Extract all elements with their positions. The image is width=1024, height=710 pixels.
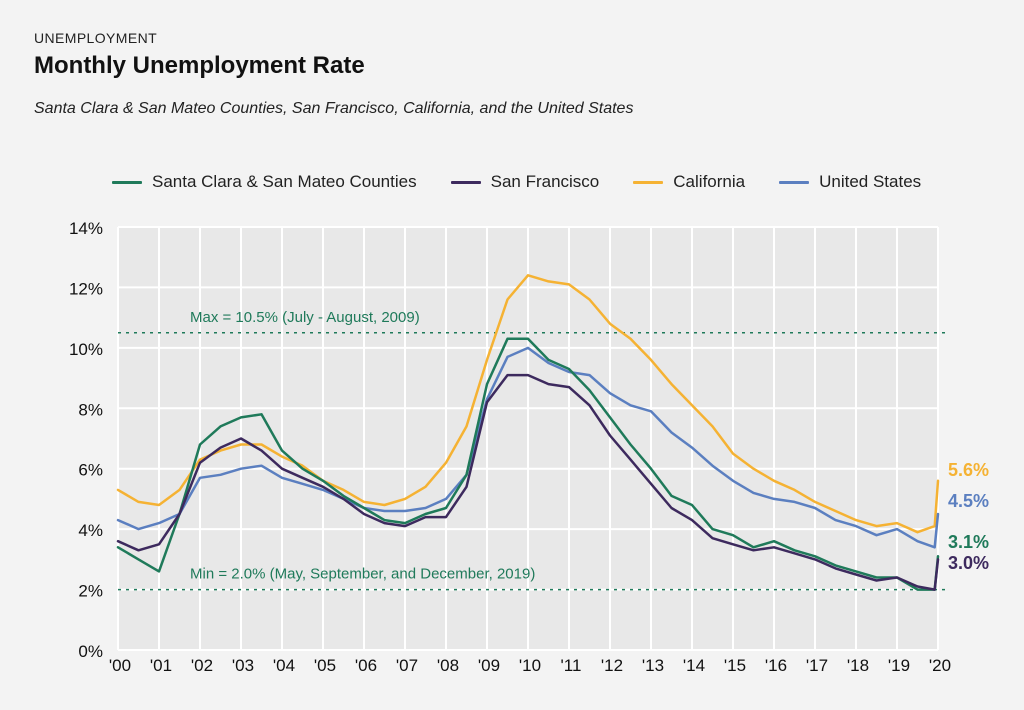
series-line-united-states [116,346,940,549]
legend-label: United States [819,172,922,191]
legend-swatch [112,180,142,184]
x-tick-label: '02 [191,656,213,675]
x-tick-label: '05 [314,656,336,675]
legend-label: Santa Clara & San Mateo Counties [152,172,417,191]
x-tick-label: '01 [150,656,172,675]
min-reference-label: Min = 2.0% (May, September, and December… [190,566,535,583]
eyebrow-label: UNEMPLOYMENT [34,30,158,46]
x-tick-label: '08 [437,656,459,675]
x-tick-label: '20 [929,656,951,675]
x-tick-label: '09 [478,656,500,675]
legend-swatch [779,180,810,184]
x-tick-label: '10 [519,656,541,675]
x-tick-label: '07 [396,656,418,675]
y-tick-label: 8% [78,400,103,419]
y-tick-label: 4% [78,521,103,540]
series-line-santa-clara-san-mateo-counties [116,337,940,591]
x-tick-label: '06 [355,656,377,675]
y-tick-label: 10% [69,340,103,359]
y-tick-label: 0% [78,642,103,661]
x-tick-label: '14 [683,656,705,675]
chart-title: Monthly Unemployment Rate [34,52,365,79]
legend-label: California [673,172,746,191]
legend-swatch [633,180,664,184]
y-tick-label: 14% [69,219,103,238]
legend: Santa Clara & San Mateo Counties San Fra… [112,172,921,192]
x-tick-label: '18 [847,656,869,675]
x-tick-label: '11 [561,656,582,675]
end-value-label: 3.1% [948,532,989,552]
x-tick-label: '12 [601,656,623,675]
end-value-label: 3.0% [948,553,989,573]
chart-subtitle: Santa Clara & San Mateo Counties, San Fr… [34,100,634,117]
x-tick-label: '03 [232,656,254,675]
legend-label: San Francisco [490,172,600,191]
x-tick-label: '13 [642,656,664,675]
x-tick-label: '15 [724,656,746,675]
legend-item-united-states: United States [779,172,921,192]
legend-item-santa-clara: Santa Clara & San Mateo Counties [112,172,417,192]
x-tick-label: '17 [806,656,828,675]
x-tick-label: '04 [273,656,295,675]
x-tick-label: '00 [109,656,131,675]
y-tick-label: 2% [78,582,103,601]
y-tick-label: 12% [69,279,103,298]
x-tick-label: '16 [765,656,787,675]
legend-item-california: California [633,172,745,192]
legend-item-san-francisco: San Francisco [450,172,600,192]
series-line-san-francisco [116,373,940,591]
legend-swatch [450,180,481,184]
x-tick-label: '19 [888,656,910,675]
y-tick-label: 6% [78,461,103,480]
series-line-california [116,274,940,534]
max-reference-label: Max = 10.5% (July - August, 2009) [190,309,420,326]
end-value-label: 4.5% [948,491,989,511]
end-value-label: 5.6% [948,460,989,480]
